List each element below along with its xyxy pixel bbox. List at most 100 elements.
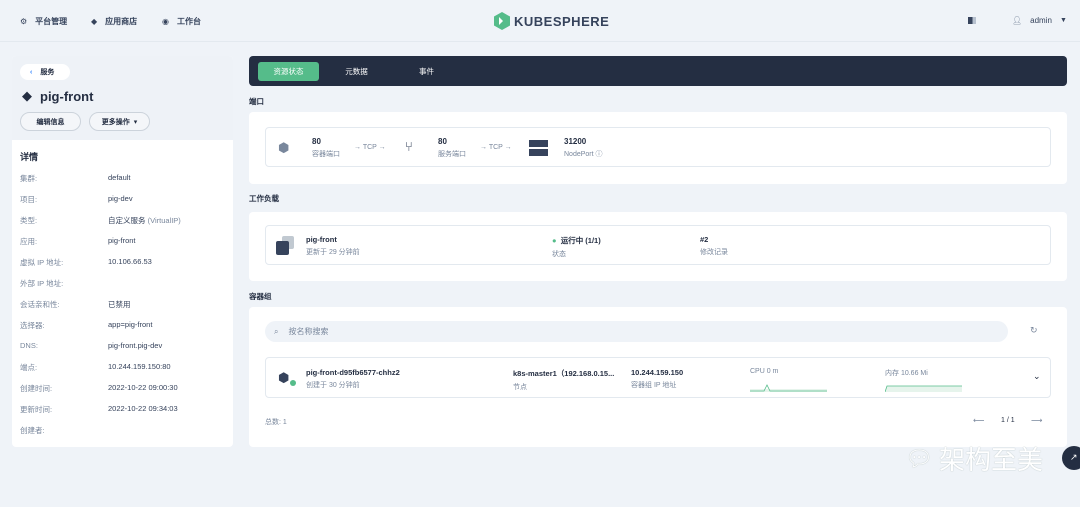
detail-value: 已禁用: [108, 300, 131, 309]
detail-value: 自定义服务 (VirtualIP): [108, 216, 181, 225]
workload-title: 工作负载: [249, 194, 279, 203]
detail-key: 类型:: [20, 216, 38, 225]
cpu-usage: CPU 0 m: [750, 368, 779, 375]
detail-row: 选择器: app=pig-front: [20, 320, 152, 331]
workload-name[interactable]: pig-front: [306, 235, 337, 244]
tab-resource-status[interactable]: 资源状态: [258, 62, 319, 81]
detail-value: pig-front: [108, 236, 136, 245]
detail-row: 虚拟 IP 地址: 10.106.66.53: [20, 257, 152, 268]
service-sidebar: ‹ 服务 ◆ pig-front 编辑信息 更多操作 ▾ 详情 集群: default 项…: [12, 56, 233, 447]
search-input[interactable]: ⌕ 按名称搜索: [265, 321, 1008, 342]
caret-down-icon: ▾: [133, 118, 138, 126]
edit-info-button[interactable]: 编辑信息: [20, 112, 81, 131]
pods-card: ⌕ 按名称搜索 ↻ ⬢ pig-front-d95fb6577-chhz2 创建于 …: [249, 307, 1067, 447]
detail-key: 更新时间:: [20, 405, 53, 414]
logo-icon: [494, 12, 510, 30]
detail-row: DNS: pig-front.pig-dev: [20, 341, 162, 350]
refresh-icon[interactable]: ↻: [1030, 325, 1038, 335]
cpu-sparkline: [750, 384, 827, 392]
nav-platform[interactable]: ⚙ 平台管理: [20, 17, 68, 26]
workload-row[interactable]: pig-front 更新于 29 分钟前 ● 运行中 (1/1) 状态 #2 修改记录: [265, 225, 1051, 265]
node-port: 31200 NodePort ⓘ: [564, 137, 603, 158]
search-icon: ⌕: [274, 326, 279, 336]
ports-card: ⬢ 80 容器端口 → TCP → ⑂ 80 服务端口 → TCP → 31200 N…: [249, 112, 1067, 184]
detail-row: 创建者:: [20, 425, 108, 436]
top-header: [0, 0, 1080, 42]
tab-metadata[interactable]: 元数据: [345, 67, 368, 76]
details-title: 详情: [20, 152, 39, 162]
detail-row: 应用: pig-front: [20, 236, 136, 247]
dashboard-icon: ◉: [162, 17, 169, 26]
detail-key: 创建时间:: [20, 384, 53, 393]
service-port: 80 服务端口: [438, 137, 466, 158]
detail-key: 端点:: [20, 363, 38, 372]
tab-bar: 资源状态 元数据 事件: [249, 56, 1067, 86]
detail-value: 10.106.66.53: [108, 257, 152, 266]
caret-down-icon: ▼: [1059, 17, 1067, 24]
pod-icon: ⬢: [278, 370, 296, 386]
chevron-down-icon[interactable]: ⌄: [1033, 371, 1041, 381]
gear-icon: ⚙: [20, 17, 28, 26]
detail-row: 端点: 10.244.159.150:80: [20, 362, 171, 373]
more-actions-button[interactable]: 更多操作 ▾: [89, 112, 150, 131]
detail-key: 集群:: [20, 174, 38, 183]
deployment-icon: [276, 236, 294, 256]
detail-key: 选择器:: [20, 321, 45, 330]
next-page-icon[interactable]: ⟶: [1031, 416, 1043, 425]
protocol-label: → TCP →: [480, 144, 512, 151]
detail-value: pig-dev: [108, 194, 133, 203]
detail-key: DNS:: [20, 341, 38, 350]
watermark: 💬︎ 架构至美: [905, 445, 1043, 475]
service-title: ◆ pig-front: [22, 88, 94, 104]
nav-workbench[interactable]: ◉ 工作台: [162, 17, 201, 26]
detail-row: 会话亲和性: 已禁用: [20, 299, 131, 310]
detail-value: 10.244.159.150:80: [108, 362, 171, 371]
service-icon: ◆: [22, 88, 32, 103]
detail-value: 2022-10-22 09:34:03: [108, 404, 178, 413]
wechat-icon: 💬︎: [905, 445, 933, 471]
detail-key: 应用:: [20, 237, 38, 246]
toolbox-icon[interactable]: [968, 17, 976, 24]
detail-key: 外部 IP 地址:: [20, 279, 64, 288]
ports-row: ⬢ 80 容器端口 → TCP → ⑂ 80 服务端口 → TCP → 31200 N…: [265, 127, 1051, 167]
detail-key: 项目:: [20, 195, 38, 204]
user-icon: 👤︎: [1012, 16, 1023, 25]
kubesphere-logo[interactable]: KUBESPHERE: [494, 12, 609, 30]
detail-row: 项目: pig-dev: [20, 194, 133, 205]
total-count: 总数: 1: [265, 419, 287, 426]
server-icon: [529, 140, 548, 156]
status-dot-icon: ●: [552, 236, 557, 245]
page-indicator: 1 / 1: [1001, 417, 1015, 424]
container-port: 80 容器端口: [312, 137, 340, 158]
detail-value: default: [108, 173, 131, 182]
user-menu[interactable]: 👤︎ admin ▼: [1012, 16, 1067, 25]
detail-key: 会话亲和性:: [20, 300, 60, 309]
container-icon: ⬢: [278, 140, 290, 155]
detail-value: pig-front.pig-dev: [108, 341, 163, 350]
detail-row: 集群: default: [20, 173, 131, 184]
info-icon[interactable]: ⓘ: [595, 151, 603, 158]
memory-sparkline: [885, 385, 962, 392]
fork-icon: ⑂: [405, 139, 413, 154]
detail-key: 虚拟 IP 地址:: [20, 258, 64, 267]
prev-page-icon[interactable]: ⟵: [973, 416, 985, 425]
pods-title: 容器组: [249, 292, 272, 301]
nav-app-store[interactable]: ◆ 应用商店: [91, 17, 138, 26]
detail-value: app=pig-front: [108, 320, 153, 329]
detail-row: 类型: 自定义服务 (VirtualIP): [20, 215, 181, 226]
toolbox-launcher-icon[interactable]: ↗: [1062, 446, 1080, 470]
store-icon: ◆: [91, 17, 98, 26]
back-button[interactable]: ‹ 服务: [20, 64, 70, 80]
pod-row[interactable]: ⬢ pig-front-d95fb6577-chhz2 创建于 30 分钟前 k8…: [265, 357, 1051, 398]
status-badge: 运行中 (1/1): [560, 236, 601, 245]
detail-key: 创建者:: [20, 426, 45, 435]
workload-card: pig-front 更新于 29 分钟前 ● 运行中 (1/1) 状态 #2 修改记录: [249, 212, 1067, 281]
pod-name[interactable]: pig-front-d95fb6577-chhz2: [306, 368, 400, 377]
memory-usage: 内存 10.66 Mi: [885, 370, 928, 377]
detail-row: 创建时间: 2022-10-22 09:00:30: [20, 383, 178, 394]
tab-events[interactable]: 事件: [419, 67, 434, 76]
detail-value: 2022-10-22 09:00:30: [108, 383, 178, 392]
protocol-label: → TCP →: [354, 144, 386, 151]
chevron-left-icon: ‹: [30, 68, 33, 76]
ports-title: 端口: [249, 97, 264, 106]
